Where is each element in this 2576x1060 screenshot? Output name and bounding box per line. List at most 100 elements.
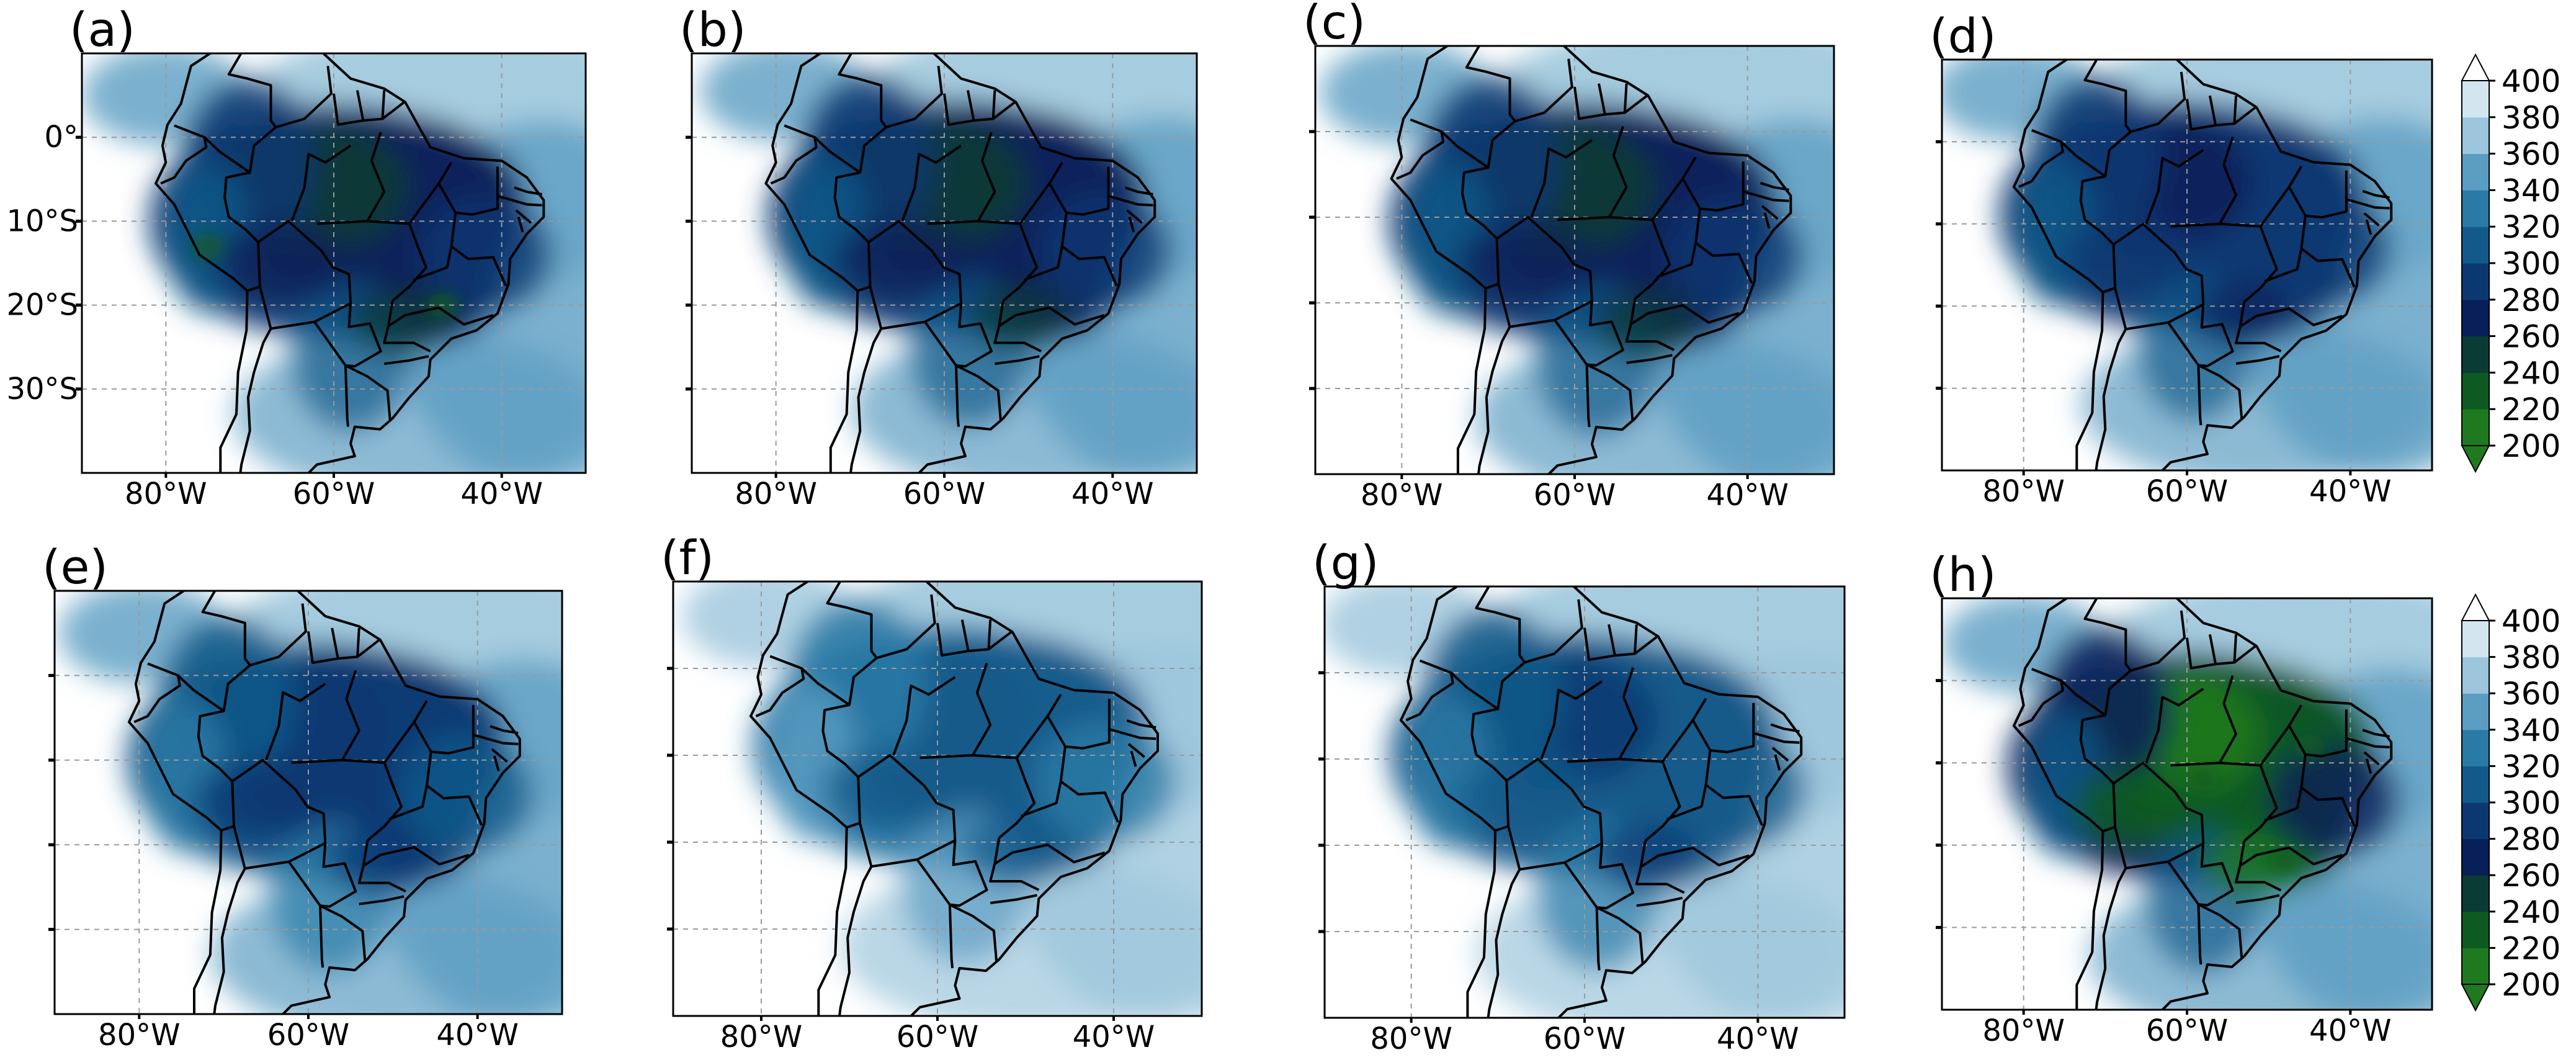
x-tick-label: 60°W [2146,474,2229,509]
country-border [988,631,1013,650]
panel-label: (h) [1930,547,1996,602]
country-border [2301,786,2356,827]
country-border [2363,751,2380,766]
x-tick-label: 60°W [2146,1013,2229,1048]
panel-label: (b) [679,2,746,57]
country-border [2362,729,2390,738]
map-panel: 80°W 60°W 40°W (b) [679,2,1198,511]
x-tick-label: 60°W [897,1020,979,1054]
country-border [1583,624,1616,662]
map-lines [749,582,1159,1016]
country-border [1761,205,1779,220]
country-border [755,655,805,717]
colorbar-tick-label: 360 [2502,676,2560,712]
country-border [1126,719,1156,729]
country-border [239,328,272,473]
country-border [356,639,380,658]
colorbar-swatch [2462,227,2489,264]
country-border [1743,190,1789,202]
country-border [977,132,996,222]
country-border [2264,215,2307,283]
x-tick-label: 60°W [903,477,986,511]
colorbar-swatch [2462,948,2489,985]
country-border [857,754,957,868]
country-border [1496,216,1593,328]
country-border [849,328,883,473]
country-border [990,894,1037,904]
country-border [2363,212,2380,227]
country-border [2234,106,2256,125]
colorbar-swatch [2462,838,2489,876]
contour-blob [1475,333,1834,474]
x-tick-label: 60°W [293,477,375,511]
country-border [1048,166,1110,216]
country-border [2238,302,2343,328]
country-border [383,355,429,366]
country-border [1639,840,1750,868]
colorbar-swatch [2462,190,2489,227]
country-border [2186,634,2217,670]
colorbar-swatch [2462,409,2489,446]
country-border [177,674,225,712]
country-border [2198,903,2243,958]
country-border [867,220,963,330]
colorbar-tick-label: 360 [2502,137,2560,173]
country-border [1705,784,1764,826]
country-border [2145,148,2204,225]
colorbar-tick-label: 220 [2502,930,2560,966]
country-border [2113,761,2205,869]
country-border [2079,670,2132,784]
contour-blob [851,326,1197,473]
contour-blob [418,195,552,314]
map-lines [2012,598,2393,1010]
colorbar-swatch [2462,299,2489,337]
country-border [1460,120,1516,240]
country-border [2235,355,2280,365]
contour-blob [1666,729,1806,850]
country-border [1624,94,1648,114]
country-border [1763,212,1771,229]
contour-field [58,591,562,1014]
country-border [357,865,406,892]
country-border [1666,750,1712,821]
panel-label: (f) [661,530,714,585]
country-border [1771,747,1789,762]
panel-label: (c) [1303,0,1366,50]
country-border [2170,222,2278,303]
y-tick-label: 10°S [6,204,78,238]
country-border [383,325,431,353]
country-border [275,66,333,128]
country-border [1514,58,1573,123]
country-border [2218,136,2237,225]
country-border [160,124,208,185]
colorbar-tick-label: 400 [2502,603,2560,639]
country-border [493,755,500,772]
country-border [2264,754,2307,822]
country-border [319,905,324,968]
colorbar-swatch [2462,729,2489,766]
country-border [333,90,365,126]
x-tick-label: 40°W [2309,474,2392,509]
x-tick-label: 40°W [1706,478,1789,513]
map-panel: 80°W 60°W 40°W 0° 10°S 20°S 30°S (a) [6,2,587,511]
country-border [307,627,339,664]
contour-field [1325,586,1845,1018]
country-border [491,748,508,763]
country-border [1125,186,1153,196]
contour-blob [1598,824,1702,893]
country-border [2130,71,2186,133]
country-border [1760,181,1789,191]
coastline [1390,46,1792,474]
colorbar-tick-label: 280 [2502,282,2560,318]
colorbar-swatch [2462,336,2489,373]
country-border [813,136,861,174]
country-border [1681,161,1745,212]
country-border [948,904,954,969]
map-lines [154,53,545,473]
country-border [450,245,508,287]
map-panel: 80°W 60°W 40°W (g) [1312,535,1846,1056]
contour-blob [329,827,431,896]
country-border [1450,671,1499,711]
